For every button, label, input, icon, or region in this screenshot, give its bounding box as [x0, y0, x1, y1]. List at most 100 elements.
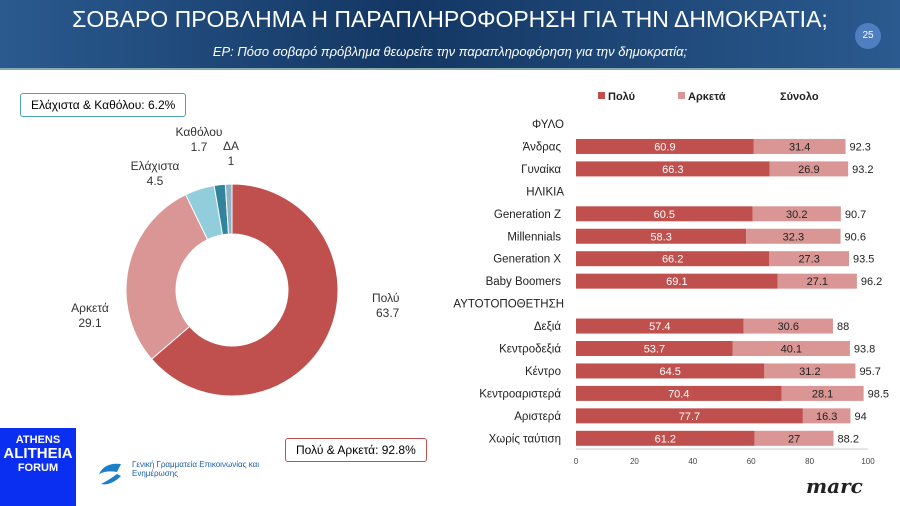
bar-poly-value: 69.1 — [666, 276, 687, 288]
slice-value: 4.5 — [147, 174, 164, 188]
gg-logo-icon — [95, 460, 125, 488]
row-label: Κεντροδεξιά — [499, 344, 561, 356]
total-value: 93.2 — [852, 164, 873, 176]
bar-arketa-value: 31.4 — [789, 141, 810, 153]
header: ΣΟΒΑΡΟ ΠΡΟΒΛΗΜΑ Η ΠΑΡΑΠΛΗΡΟΦΟΡΗΣΗ ΓΙΑ ΤΗ… — [0, 0, 900, 70]
bar-poly-value: 70.4 — [668, 388, 689, 400]
bar-arketa-value: 32.3 — [783, 231, 804, 243]
x-tick-label: 60 — [747, 457, 756, 466]
x-tick-label: 40 — [688, 457, 697, 466]
total-value: 90.6 — [845, 231, 866, 243]
bar-poly — [576, 228, 747, 244]
legend-swatch — [598, 92, 605, 99]
total-value: 93.5 — [853, 254, 874, 266]
bar-arketa — [802, 408, 851, 424]
bar-arketa — [752, 206, 841, 222]
legend-label: Σύνολο — [780, 91, 819, 103]
row-label: Κέντρο — [525, 366, 561, 378]
high-summary-box: Πολύ & Αρκετά: 92.8% — [285, 438, 427, 462]
row-label: Millennials — [507, 231, 561, 243]
bar-arketa-value: 30.2 — [786, 209, 807, 221]
row-label: Χωρίς ταύτιση — [489, 433, 561, 445]
bar-poly-value: 57.4 — [649, 321, 670, 333]
slice-label: Καθόλου — [176, 125, 223, 139]
athens-alitheia-forum-logo: ATHENS ALITHEIA FORUM — [0, 428, 76, 506]
x-tick-label: 0 — [574, 457, 579, 466]
bar-arketa-value: 40.1 — [781, 344, 802, 356]
total-value: 93.8 — [854, 344, 875, 356]
bar-arketa — [743, 318, 833, 334]
total-value: 88.2 — [838, 433, 859, 445]
page-title: ΣΟΒΑΡΟ ΠΡΟΒΛΗΜΑ Η ΠΑΡΑΠΛΗΡΟΦΟΡΗΣΗ ΓΙΑ ΤΗ… — [72, 6, 828, 32]
x-tick-label: 20 — [630, 457, 639, 466]
bar-poly-value: 60.9 — [654, 141, 675, 153]
donut-slice — [224, 183, 233, 235]
legend-label: Πολύ — [608, 91, 635, 103]
bar-arketa-value: 31.2 — [799, 366, 820, 378]
row-label: Αριστερά — [514, 411, 561, 423]
marc-logo: marc — [806, 474, 863, 498]
page-number: 25 — [855, 23, 881, 49]
row-label: Generation X — [493, 254, 561, 266]
legend-swatch — [678, 92, 685, 99]
slice-value: 1 — [228, 154, 235, 168]
bar-poly-value: 64.5 — [659, 366, 680, 378]
bar-poly-value: 77.7 — [679, 411, 700, 423]
bar-poly-value: 61.2 — [655, 433, 676, 445]
bar-poly-value: 58.3 — [650, 231, 671, 243]
total-value: 94 — [854, 411, 866, 423]
bar-arketa-value: 26.9 — [798, 164, 819, 176]
group-header: ΦΥΛΟ — [532, 119, 564, 131]
bar-arketa — [732, 341, 850, 356]
bar-poly — [576, 408, 803, 424]
group-header: ΑΥΤΟΤΟΠΟΘΕΤΗΣΗ — [453, 299, 564, 311]
gg-logo-text: Γενική Γραμματεία Επικοινωνίας και Ενημέ… — [132, 460, 259, 478]
slice-label: Ελάχιστα — [131, 159, 180, 173]
slice-value: 1.7 — [191, 140, 208, 154]
bar-poly — [576, 318, 744, 334]
low-summary-box: Ελάχιστα & Καθόλου: 6.2% — [20, 93, 187, 117]
total-value: 88 — [837, 321, 849, 333]
total-value: 92.3 — [850, 141, 871, 153]
bar-arketa — [769, 161, 849, 177]
total-value: 90.7 — [845, 209, 866, 221]
bar-arketa-value: 28.1 — [812, 388, 833, 400]
bar-arketa — [764, 363, 856, 379]
slice-value: 63.7 — [376, 306, 400, 320]
bar-arketa-value: 30.6 — [778, 321, 799, 333]
row-label: Baby Boomers — [486, 276, 562, 288]
row-label: Γυναίκα — [521, 164, 561, 176]
bar-poly-value: 60.5 — [654, 209, 675, 221]
bar-arketa-value: 27.3 — [798, 254, 819, 266]
donut-slice — [125, 193, 209, 360]
row-label: Δεξιά — [534, 321, 562, 333]
bar-poly — [576, 385, 782, 401]
bar-arketa — [769, 251, 850, 267]
bar-arketa — [754, 430, 834, 446]
bar-poly-value: 53.7 — [644, 344, 665, 356]
bar-poly — [576, 251, 770, 267]
x-tick-label: 80 — [805, 457, 814, 466]
total-value: 98.5 — [868, 388, 889, 400]
legend-label: Αρκετά — [688, 91, 726, 103]
total-value: 95.7 — [859, 366, 880, 378]
bar-poly — [576, 138, 754, 154]
bar-arketa — [781, 385, 864, 401]
bar-arketa — [777, 273, 857, 289]
bar-arketa-value: 27.1 — [807, 276, 828, 288]
bar-arketa-value: 16.3 — [816, 411, 837, 423]
bar-poly — [576, 206, 753, 222]
bar-poly-value: 66.2 — [662, 254, 683, 266]
bar-poly — [576, 363, 765, 379]
question-subtitle: ΕΡ: Πόσο σοβαρό πρόβλημα θεωρείτε την πα… — [212, 44, 688, 59]
bar-arketa-value: 27 — [788, 433, 800, 445]
bar-poly — [576, 430, 755, 446]
bar-poly — [576, 273, 778, 289]
slice-value: 29.1 — [78, 316, 102, 330]
donut-slice — [150, 183, 339, 397]
row-label: Generation Z — [494, 209, 561, 221]
bar-poly — [576, 341, 733, 356]
total-value: 96.2 — [861, 276, 882, 288]
x-tick-label: 100 — [861, 457, 875, 466]
